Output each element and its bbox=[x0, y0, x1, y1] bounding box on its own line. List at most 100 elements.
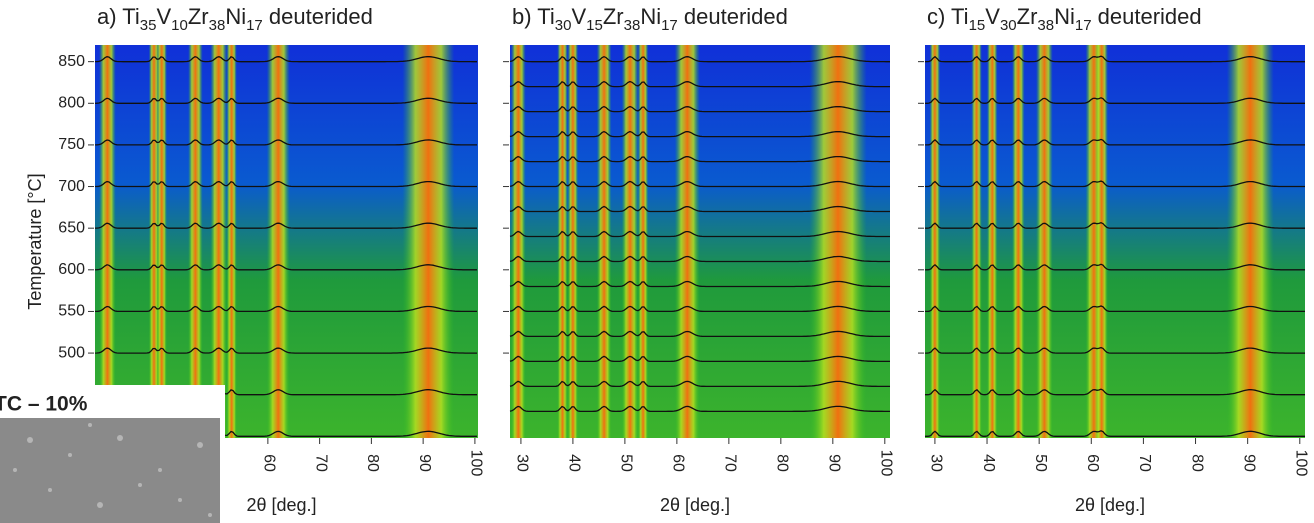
peak-band bbox=[266, 45, 290, 438]
diffraction-pattern bbox=[95, 55, 477, 63]
diffraction-pattern bbox=[509, 355, 890, 363]
peak-band bbox=[621, 45, 639, 438]
diffraction-pattern bbox=[509, 130, 890, 138]
x-tick-label: 100 bbox=[878, 450, 895, 477]
diffraction-pattern bbox=[95, 139, 477, 146]
peak-band bbox=[402, 45, 455, 438]
peak-band bbox=[188, 45, 203, 438]
peak-band bbox=[987, 45, 998, 438]
diffraction-pattern bbox=[94, 264, 477, 271]
y-axis-label: Temperature [°C] bbox=[25, 173, 45, 309]
x-tick-label: 90 bbox=[416, 454, 433, 472]
x-tick-label: 70 bbox=[1136, 454, 1153, 472]
diffraction-pattern bbox=[95, 180, 477, 188]
diffraction-pattern bbox=[925, 222, 1305, 229]
y-tick-label: 550 bbox=[58, 303, 85, 320]
peak-band bbox=[637, 45, 649, 438]
peak-band bbox=[929, 45, 941, 438]
panel: 30 40 50 60 70 80 90 100 2θ [deg.] c) Ti15V30Zr38… bbox=[918, 4, 1310, 515]
peak-band bbox=[557, 45, 568, 438]
x-tick-label: 100 bbox=[468, 450, 485, 477]
x-tick-label: 60 bbox=[261, 454, 278, 472]
diffraction-pattern bbox=[509, 55, 890, 63]
y-tick-label: 600 bbox=[58, 261, 85, 278]
inset-label: TC – 10% bbox=[0, 393, 88, 416]
peak-band bbox=[148, 45, 160, 438]
diffraction-pattern bbox=[925, 388, 1305, 396]
x-tick-label: 30 bbox=[928, 454, 945, 472]
diffraction-pattern bbox=[94, 347, 477, 354]
diffraction-pattern bbox=[509, 255, 890, 263]
diffraction-pattern bbox=[509, 405, 890, 413]
diffraction-pattern bbox=[509, 305, 890, 313]
peak-band bbox=[1095, 45, 1108, 438]
x-tick-label: 60 bbox=[670, 454, 687, 472]
diffraction-pattern bbox=[509, 330, 890, 338]
peak-band bbox=[210, 45, 227, 438]
y-tick-label: 850 bbox=[58, 53, 85, 70]
peak-band bbox=[971, 45, 982, 438]
x-tick-label: 90 bbox=[1240, 454, 1257, 472]
diffraction-pattern bbox=[95, 305, 477, 313]
peak-band bbox=[1226, 45, 1274, 438]
diffraction-pattern bbox=[509, 230, 890, 238]
x-tick-label: 30 bbox=[514, 454, 531, 472]
x-tick-label: 70 bbox=[312, 454, 329, 472]
peak-band bbox=[596, 45, 612, 438]
y-tick-label: 750 bbox=[58, 136, 85, 153]
panel-title: a) Ti35V10Zr38Ni17 deuterided bbox=[97, 4, 373, 35]
y-tick-label: 800 bbox=[58, 95, 85, 112]
diffraction-pattern bbox=[925, 180, 1305, 188]
peak-band bbox=[226, 45, 237, 438]
diffraction-pattern bbox=[509, 155, 890, 163]
diffraction-pattern bbox=[509, 380, 890, 388]
x-tick-label: 40 bbox=[566, 454, 583, 472]
plot-area bbox=[510, 45, 890, 438]
peak-band bbox=[99, 45, 116, 438]
x-tick-label: 60 bbox=[1084, 454, 1101, 472]
x-tick-label: 80 bbox=[774, 454, 791, 472]
panels: 500 550 600 650 700 750 800 850 30 40 50 60 70 80 90 10… bbox=[25, 4, 1310, 515]
diffraction-pattern bbox=[509, 105, 890, 113]
plot-area bbox=[95, 45, 478, 438]
diffraction-pattern bbox=[509, 80, 890, 88]
peak-band bbox=[809, 45, 867, 438]
panel: 30 40 50 60 70 80 90 100 2θ [deg.] b) Ti30V15Zr38… bbox=[503, 4, 895, 515]
diffraction-pattern bbox=[509, 280, 890, 288]
micrograph bbox=[0, 418, 220, 523]
x-axis-label: 2θ [deg.] bbox=[246, 495, 316, 515]
panel-title: c) Ti15V30Zr38Ni17 deuterided bbox=[927, 4, 1202, 35]
diffraction-pattern bbox=[925, 346, 1305, 354]
inset: TC – 10% bbox=[0, 385, 225, 523]
peak-band bbox=[674, 45, 700, 438]
x-tick-label: 100 bbox=[1293, 450, 1310, 477]
micrograph-texture bbox=[13, 423, 212, 517]
diffraction-pattern bbox=[509, 205, 890, 213]
diffraction-pattern bbox=[509, 180, 890, 188]
x-tick-label: 50 bbox=[1032, 454, 1049, 472]
diffraction-pattern bbox=[925, 97, 1305, 104]
x-tick-label: 80 bbox=[1188, 454, 1205, 472]
x-axis-label: 2θ [deg.] bbox=[660, 495, 730, 515]
y-tick-label: 700 bbox=[58, 178, 85, 195]
x-tick-label: 70 bbox=[722, 454, 739, 472]
peak-band bbox=[1012, 45, 1025, 438]
peak-band bbox=[511, 45, 526, 438]
panel-title: b) Ti30V15Zr38Ni17 deuterided bbox=[512, 4, 788, 35]
diffraction-pattern bbox=[924, 55, 1305, 63]
diffraction-pattern bbox=[925, 305, 1305, 313]
x-tick-label: 90 bbox=[826, 454, 843, 472]
peak-band bbox=[567, 45, 579, 438]
diffraction-pattern bbox=[925, 430, 1305, 437]
diffraction-pattern bbox=[94, 222, 477, 229]
peak-band bbox=[156, 45, 167, 438]
diffraction-pattern bbox=[94, 97, 477, 104]
x-tick-label: 80 bbox=[364, 454, 381, 472]
y-tick-label: 500 bbox=[58, 344, 85, 361]
y-tick-label: 650 bbox=[58, 219, 85, 236]
diffraction-pattern bbox=[925, 138, 1305, 146]
peak-band bbox=[1036, 45, 1053, 438]
diffraction-pattern bbox=[925, 263, 1305, 271]
x-tick-label: 40 bbox=[980, 454, 997, 472]
